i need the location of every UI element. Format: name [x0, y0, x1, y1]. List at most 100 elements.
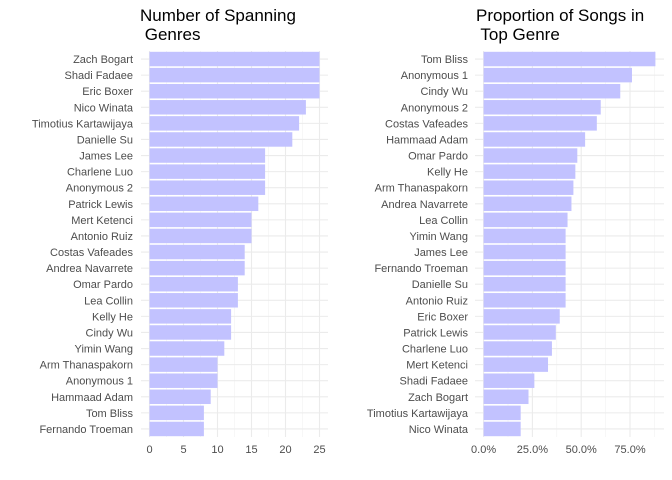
bar: [483, 51, 656, 67]
bar: [483, 389, 529, 405]
x-tick-label: 25.0%: [517, 444, 548, 456]
bar: [149, 180, 266, 195]
y-tick-label: Hammaad Adam: [386, 134, 468, 146]
bar: [483, 228, 566, 244]
y-tick-label: Anonymous 1: [401, 70, 468, 82]
x-tick-label: 75.0%: [614, 444, 645, 456]
bar: [149, 325, 232, 340]
x-tick-label: 10: [211, 444, 223, 456]
bar: [149, 83, 320, 99]
x-tick-label: 25: [313, 444, 325, 456]
bar: [483, 244, 566, 260]
y-tick-label: Arm Thanaspakorn: [40, 360, 133, 372]
bar: [483, 357, 549, 372]
y-tick-label: James Lee: [79, 151, 133, 163]
bar: [483, 180, 574, 195]
bar: [483, 293, 566, 308]
bar: [149, 389, 211, 405]
y-tick-label: Costas Vafeades: [50, 247, 133, 259]
y-tick-label: Timotius Kartawijaya: [32, 118, 134, 130]
y-tick-label: Andrea Navarrete: [46, 263, 133, 275]
y-tick-label: Antonio Ruiz: [71, 231, 133, 243]
bar: [483, 421, 521, 437]
bar: [149, 228, 252, 244]
x-axis-labels: 0 5 10 15 20 25: [146, 444, 325, 456]
y-tick-label: Cindy Wu: [86, 327, 133, 339]
y-tick-label: Kelly He: [427, 167, 468, 179]
x-tick-label: 5: [180, 444, 186, 456]
y-tick-label: Shadi Fadaee: [65, 70, 134, 82]
y-tick-label: Kelly He: [92, 311, 133, 323]
bar: [149, 51, 320, 67]
panel-spanning-genres: Number of Spanning Genres Zach Bogart Sha…: [32, 6, 328, 456]
y-tick-label: Antonio Ruiz: [406, 295, 468, 307]
x-tick-label: 0: [146, 444, 152, 456]
y-tick-label: Tom Bliss: [86, 408, 134, 420]
x-tick-label: 20: [279, 444, 291, 456]
panel-top-genre-proportion: Proportion of Songs in Top Genre Tom Bli…: [367, 6, 664, 456]
bar: [149, 244, 245, 260]
y-tick-label: Lea Collin: [419, 215, 468, 227]
y-tick-label: James Lee: [414, 247, 468, 259]
bar: [149, 373, 218, 388]
bar: [483, 212, 568, 228]
bar: [149, 67, 320, 83]
y-tick-label: Yimin Wang: [410, 231, 468, 243]
y-tick-label: Timotius Kartawijaya: [367, 408, 469, 420]
bar: [149, 357, 218, 372]
y-tick-label: Nico Winata: [74, 102, 134, 114]
bar: [483, 196, 572, 212]
bar: [149, 164, 266, 179]
y-tick-label: Nico Winata: [409, 424, 469, 436]
y-tick-label: Andrea Navarrete: [381, 199, 468, 211]
bar: [149, 100, 306, 115]
y-tick-label: Charlene Luo: [402, 344, 468, 356]
bar: [483, 67, 632, 83]
y-tick-label: Patrick Lewis: [68, 199, 133, 211]
y-tick-label: Tom Bliss: [421, 54, 469, 66]
y-tick-label: Zach Bogart: [73, 54, 133, 66]
y-tick-label: Patrick Lewis: [403, 327, 468, 339]
bar: [149, 309, 232, 324]
y-tick-label: Shadi Fadaee: [400, 376, 469, 388]
bar: [483, 100, 601, 115]
x-axis-labels: 0.0% 25.0% 50.0% 75.0%: [471, 444, 646, 456]
bar: [483, 373, 535, 388]
bar: [149, 293, 238, 308]
y-tick-label: Eric Boxer: [82, 86, 133, 98]
bar: [149, 341, 225, 356]
chart-title-line-1: Proportion of Songs in: [476, 6, 644, 25]
y-tick-label: Danielle Su: [412, 279, 468, 291]
bar: [483, 132, 586, 147]
bar: [483, 341, 552, 356]
bar: [149, 421, 204, 437]
bar: [149, 116, 300, 131]
bar: [483, 276, 566, 292]
bar: [149, 260, 245, 276]
x-tick-label: 50.0%: [566, 444, 597, 456]
y-tick-label: Fernando Troeman: [374, 263, 468, 275]
bar: [483, 309, 560, 324]
y-axis-labels: Zach Bogart Shadi Fadaee Eric Boxer Nico Wi…: [32, 54, 134, 436]
y-tick-label: Zach Bogart: [408, 392, 468, 404]
y-tick-label: Danielle Su: [77, 134, 133, 146]
y-tick-label: Eric Boxer: [417, 311, 468, 323]
y-axis-labels: Tom Bliss Anonymous 1 Cindy Wu Anonymous 2 C…: [367, 54, 469, 436]
bar: [483, 325, 556, 340]
y-tick-label: Costas Vafeades: [385, 118, 468, 130]
chart-title-line-2: Genres: [140, 25, 200, 44]
x-tick-label: 0.0%: [471, 444, 496, 456]
bar: [149, 276, 238, 292]
y-tick-label: Anonymous 2: [401, 102, 468, 114]
bar: [483, 83, 621, 99]
bars: [483, 51, 656, 437]
y-tick-label: Arm Thanaspakorn: [375, 183, 468, 195]
bar: [483, 148, 578, 163]
chart-title-line-2: Top Genre: [476, 25, 560, 44]
y-tick-label: Fernando Troeman: [39, 424, 133, 436]
y-tick-label: Mert Ketenci: [406, 360, 468, 372]
bar: [483, 405, 521, 421]
y-tick-label: Omar Pardo: [73, 279, 133, 291]
